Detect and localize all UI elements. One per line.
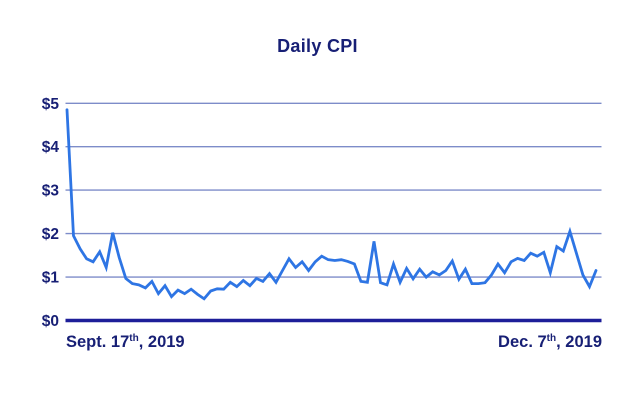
x-axis-end-ordinal: th — [546, 333, 557, 344]
x-axis-start-ordinal: th — [129, 333, 139, 344]
y-tick-label: $1 — [42, 270, 60, 287]
y-tick-label: $0 — [42, 313, 59, 330]
x-axis-start-year: , 2019 — [138, 333, 185, 351]
x-axis-start-text: Sept. 17 — [66, 333, 130, 351]
y-tick-label: $3 — [42, 183, 60, 200]
x-axis-end-year: , 2019 — [556, 333, 602, 351]
y-tick-label: $4 — [42, 139, 60, 156]
x-axis-end-label: Dec. 7th, 2019 — [498, 333, 602, 352]
chart-title: Daily CPI — [277, 36, 358, 56]
x-axis-end-text: Dec. 7 — [498, 333, 547, 351]
y-tick-label: $2 — [42, 226, 59, 243]
y-tick-label: $5 — [42, 96, 60, 113]
x-axis-start-label: Sept. 17th, 2019 — [66, 333, 185, 352]
cpi-series-line — [65, 108, 598, 301]
